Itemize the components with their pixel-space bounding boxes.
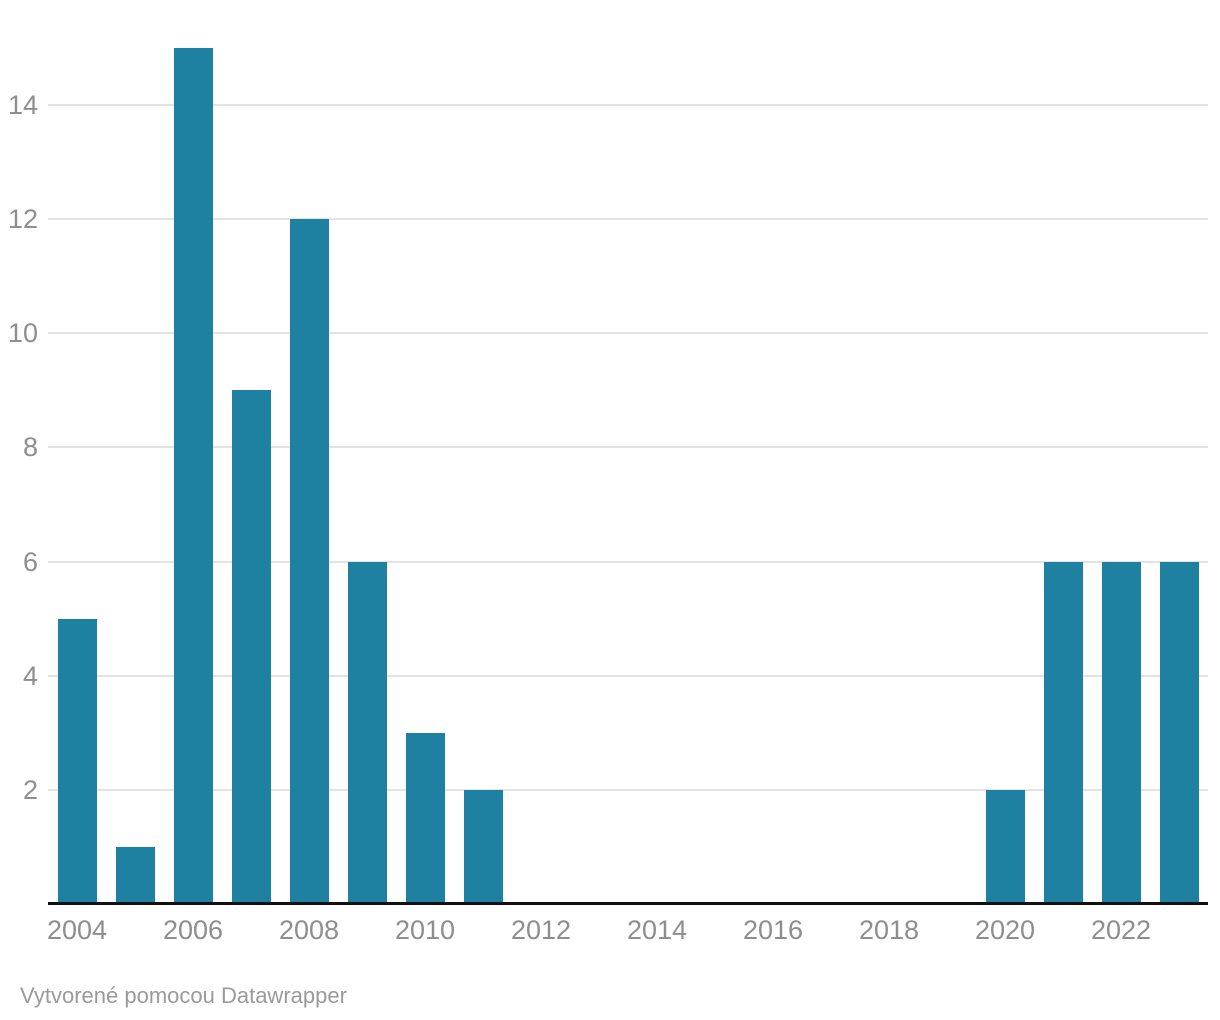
attribution-text: Vytvorené pomocou Datawrapper <box>20 983 347 1008</box>
x-tick-label-2004: 2004 <box>46 915 108 945</box>
gridline-y-12 <box>48 218 1208 220</box>
y-tick-label-8: 8 <box>22 432 38 462</box>
y-tick-label-2: 2 <box>22 775 38 805</box>
y-tick-label-14: 14 <box>7 90 38 120</box>
gridline-y-10 <box>48 332 1208 334</box>
bar-2011[interactable] <box>464 790 503 904</box>
y-tick-label-12: 12 <box>7 204 38 234</box>
bar-2009[interactable] <box>348 562 387 904</box>
bar-2010[interactable] <box>406 733 445 904</box>
x-tick-label-2012: 2012 <box>510 915 572 945</box>
gridline-y-14 <box>48 104 1208 106</box>
bar-2004[interactable] <box>58 619 97 904</box>
bar-2007[interactable] <box>232 390 271 904</box>
x-tick-label-2014: 2014 <box>626 915 688 945</box>
x-tick-label-2022: 2022 <box>1090 915 1152 945</box>
bar-2005[interactable] <box>116 847 155 904</box>
gridline-y-8 <box>48 446 1208 448</box>
bar-2023[interactable] <box>1160 562 1199 904</box>
x-tick-label-2006: 2006 <box>162 915 224 945</box>
x-tick-label-2016: 2016 <box>742 915 804 945</box>
x-axis-line <box>48 902 1208 905</box>
plot-area: 2 4 6 8 10 12 14 2004 2006 2008 2010 2012 2014 2016 20… <box>7 48 1208 945</box>
bar-2022[interactable] <box>1102 562 1141 904</box>
gridline-y-6 <box>48 561 1208 563</box>
bar-2021[interactable] <box>1044 562 1083 904</box>
x-tick-label-2018: 2018 <box>858 915 920 945</box>
x-tick-label-2020: 2020 <box>974 915 1036 945</box>
gridline-y-4 <box>48 675 1208 677</box>
y-tick-label-4: 4 <box>22 661 38 691</box>
bar-2020[interactable] <box>986 790 1025 904</box>
y-tick-label-10: 10 <box>7 318 38 348</box>
x-tick-label-2008: 2008 <box>278 915 340 945</box>
x-tick-label-2010: 2010 <box>394 915 456 945</box>
bar-2008[interactable] <box>290 219 329 904</box>
bar-2006[interactable] <box>174 48 213 904</box>
y-tick-label-6: 6 <box>22 547 38 577</box>
gridline-y-2 <box>48 789 1208 791</box>
